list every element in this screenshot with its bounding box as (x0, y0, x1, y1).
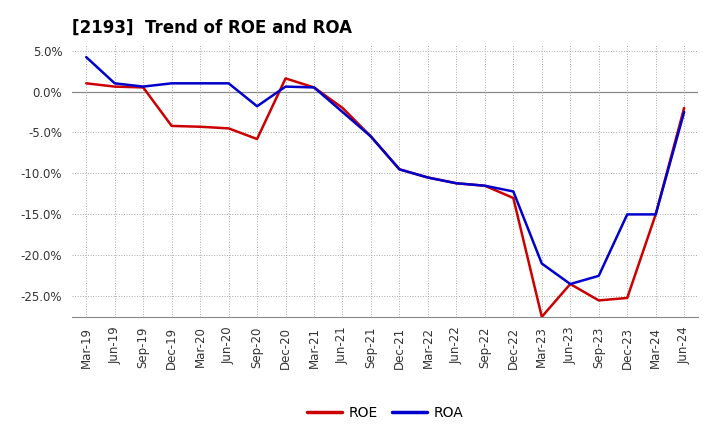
Legend: ROE, ROA: ROE, ROA (302, 400, 469, 425)
ROA (652, 212, 660, 217)
ROA (282, 84, 290, 89)
ROA (480, 183, 489, 188)
ROE (566, 282, 575, 287)
ROA (225, 81, 233, 86)
ROA (366, 134, 375, 139)
ROE (110, 84, 119, 89)
ROA (253, 104, 261, 109)
ROA (423, 175, 432, 180)
ROE (282, 76, 290, 81)
ROE (537, 314, 546, 319)
ROA (509, 189, 518, 194)
ROA (452, 181, 461, 186)
ROE (366, 134, 375, 139)
ROA (310, 85, 318, 90)
ROE (310, 85, 318, 90)
ROA (196, 81, 204, 86)
ROA (623, 212, 631, 217)
ROA (395, 167, 404, 172)
ROE (509, 195, 518, 201)
ROE (395, 167, 404, 172)
ROE (253, 136, 261, 142)
ROE (82, 81, 91, 86)
ROA (595, 273, 603, 279)
ROA (167, 81, 176, 86)
ROA (566, 282, 575, 287)
ROE (423, 175, 432, 180)
ROE (338, 105, 347, 110)
Line: ROE: ROE (86, 78, 684, 317)
ROA (110, 81, 119, 86)
ROE (225, 126, 233, 131)
ROE (167, 123, 176, 128)
Text: [2193]  Trend of ROE and ROA: [2193] Trend of ROE and ROA (72, 19, 352, 37)
ROE (480, 183, 489, 188)
ROA (537, 261, 546, 266)
ROE (652, 212, 660, 217)
ROE (196, 124, 204, 129)
ROE (139, 85, 148, 90)
ROE (680, 105, 688, 110)
Line: ROA: ROA (86, 57, 684, 284)
ROA (82, 55, 91, 60)
ROE (595, 298, 603, 303)
ROA (680, 110, 688, 115)
ROE (623, 295, 631, 301)
ROA (139, 84, 148, 89)
ROE (452, 181, 461, 186)
ROA (338, 110, 347, 115)
